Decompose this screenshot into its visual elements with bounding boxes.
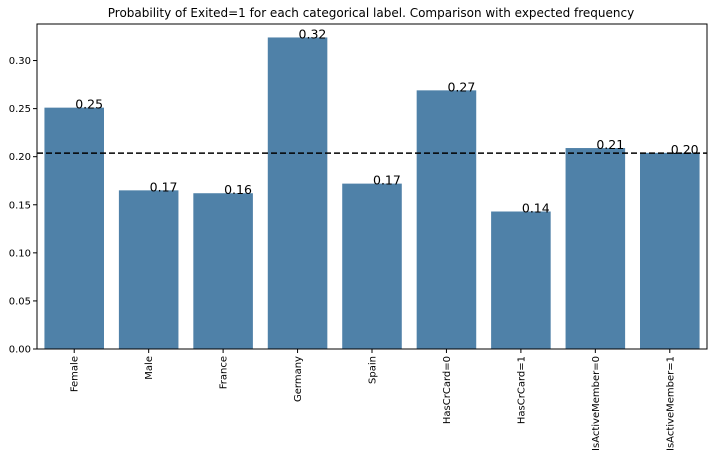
y-tick-label: 0.05 bbox=[9, 296, 31, 307]
data-label: 0.27 bbox=[447, 79, 475, 94]
x-axis: Female Male France Germany Spain HasCrCard=0 H… bbox=[70, 349, 676, 451]
x-tick-label: Germany bbox=[293, 356, 304, 402]
y-tick-label: 0.25 bbox=[9, 104, 31, 115]
x-tick-label: HasCrCard=0 bbox=[442, 356, 453, 424]
data-label: 0.17 bbox=[150, 179, 178, 194]
data-label: 0.16 bbox=[224, 182, 252, 197]
x-tick-label: Male bbox=[144, 356, 155, 380]
data-labels-layer: 0.25 0.17 0.16 0.32 0.17 0.27 0.14 0.21 0.20 bbox=[75, 26, 698, 215]
bar-spain bbox=[342, 183, 402, 349]
y-tick-label: 0.30 bbox=[9, 56, 31, 67]
y-axis: 0.00 0.05 0.10 0.15 0.20 0.25 0.30 bbox=[9, 56, 37, 356]
bar-isactivemember-1 bbox=[640, 152, 700, 349]
bar-france bbox=[193, 193, 253, 349]
bar-hascrcard-1 bbox=[491, 211, 551, 349]
bar-germany bbox=[267, 37, 328, 350]
chart-title: Probability of Exited=1 for each categor… bbox=[108, 6, 634, 20]
y-tick-label: 0.10 bbox=[9, 248, 31, 259]
data-label: 0.32 bbox=[299, 26, 327, 41]
data-label: 0.20 bbox=[671, 142, 699, 157]
x-tick-label: IsActiveMember=0 bbox=[591, 356, 602, 451]
x-tick-label: HasCrCard=1 bbox=[516, 356, 527, 424]
data-label: 0.14 bbox=[522, 201, 550, 216]
plot-frame bbox=[36, 23, 708, 350]
x-tick-label: Spain bbox=[368, 356, 379, 384]
y-tick-label: 0.15 bbox=[9, 200, 31, 211]
y-tick-label: 0.20 bbox=[9, 152, 31, 163]
data-label: 0.25 bbox=[75, 97, 103, 112]
x-tick-label: France bbox=[219, 356, 230, 389]
data-label: 0.21 bbox=[596, 137, 624, 152]
bar-female bbox=[44, 107, 104, 350]
bars-layer bbox=[44, 37, 700, 350]
x-tick-label: Female bbox=[70, 356, 81, 392]
bar-hascrcard-0 bbox=[416, 90, 477, 349]
x-tick-label: IsActiveMember=1 bbox=[665, 356, 676, 451]
data-label: 0.17 bbox=[373, 173, 401, 188]
y-tick-label: 0.00 bbox=[9, 345, 31, 356]
bar-isactivemember-0 bbox=[565, 148, 626, 349]
bar-male bbox=[118, 190, 179, 349]
